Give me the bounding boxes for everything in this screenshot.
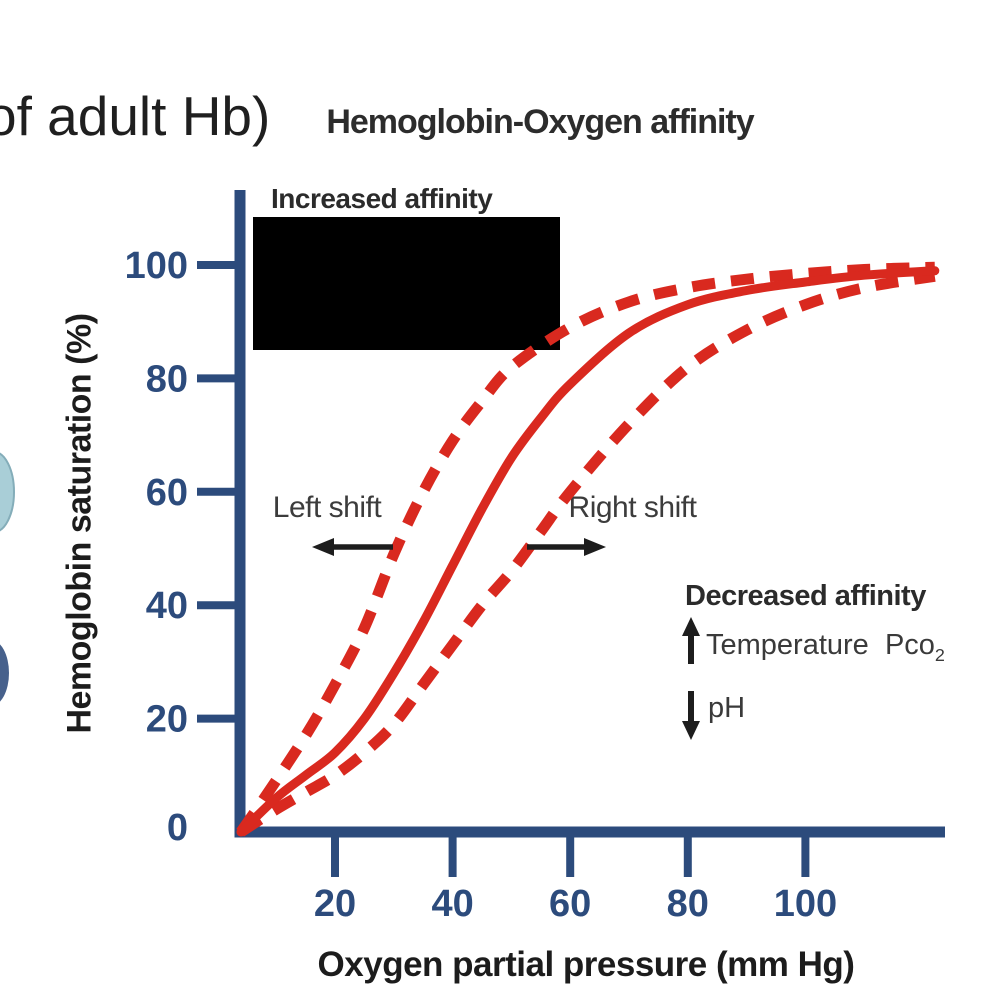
x-axis-title: Oxygen partial pressure (mm Hg) bbox=[317, 945, 855, 984]
pco2-text: Pco bbox=[884, 629, 935, 661]
decreased-affinity-label: Decreased affinity bbox=[685, 580, 926, 612]
y-tick-label: 20 bbox=[146, 699, 188, 741]
left-shift-arrowhead-icon bbox=[312, 538, 334, 556]
y-tick-label: 100 bbox=[125, 245, 188, 287]
x-tick-label: 80 bbox=[667, 883, 709, 925]
x-tick-label: 20 bbox=[314, 883, 356, 925]
y-tick-label: 0 bbox=[167, 807, 188, 849]
y-tick-label: 60 bbox=[146, 472, 188, 514]
ph-label: pH bbox=[708, 692, 746, 724]
right-shift-label: Right shift bbox=[568, 491, 697, 524]
pco2-subscript: 2 bbox=[934, 644, 945, 665]
cropped-slide-heading: of adult Hb) bbox=[0, 85, 271, 147]
side-image-fragment-dark bbox=[0, 644, 9, 702]
chart-title: Hemoglobin-Oxygen affinity bbox=[326, 103, 754, 141]
x-tick-label: 40 bbox=[431, 883, 473, 925]
y-tick-label: 40 bbox=[146, 585, 188, 627]
right-shift-arrowhead-icon bbox=[584, 538, 606, 556]
side-image-fragment-light bbox=[0, 452, 15, 532]
curve-left-shifted bbox=[236, 261, 935, 836]
up-arrowhead-icon bbox=[682, 617, 700, 636]
redacted-region bbox=[253, 217, 560, 350]
x-tick-label: 100 bbox=[774, 883, 837, 925]
down-arrowhead-icon bbox=[682, 721, 700, 740]
x-tick-label: 60 bbox=[549, 883, 591, 925]
temperature-pco2-label: Temperature Pco2 bbox=[706, 629, 945, 666]
temperature-text: Temperature bbox=[706, 629, 869, 661]
y-tick-label: 80 bbox=[146, 358, 188, 400]
curve-normal bbox=[236, 266, 940, 837]
increased-affinity-label: Increased affinity bbox=[271, 183, 493, 214]
left-shift-label: Left shift bbox=[272, 491, 382, 524]
